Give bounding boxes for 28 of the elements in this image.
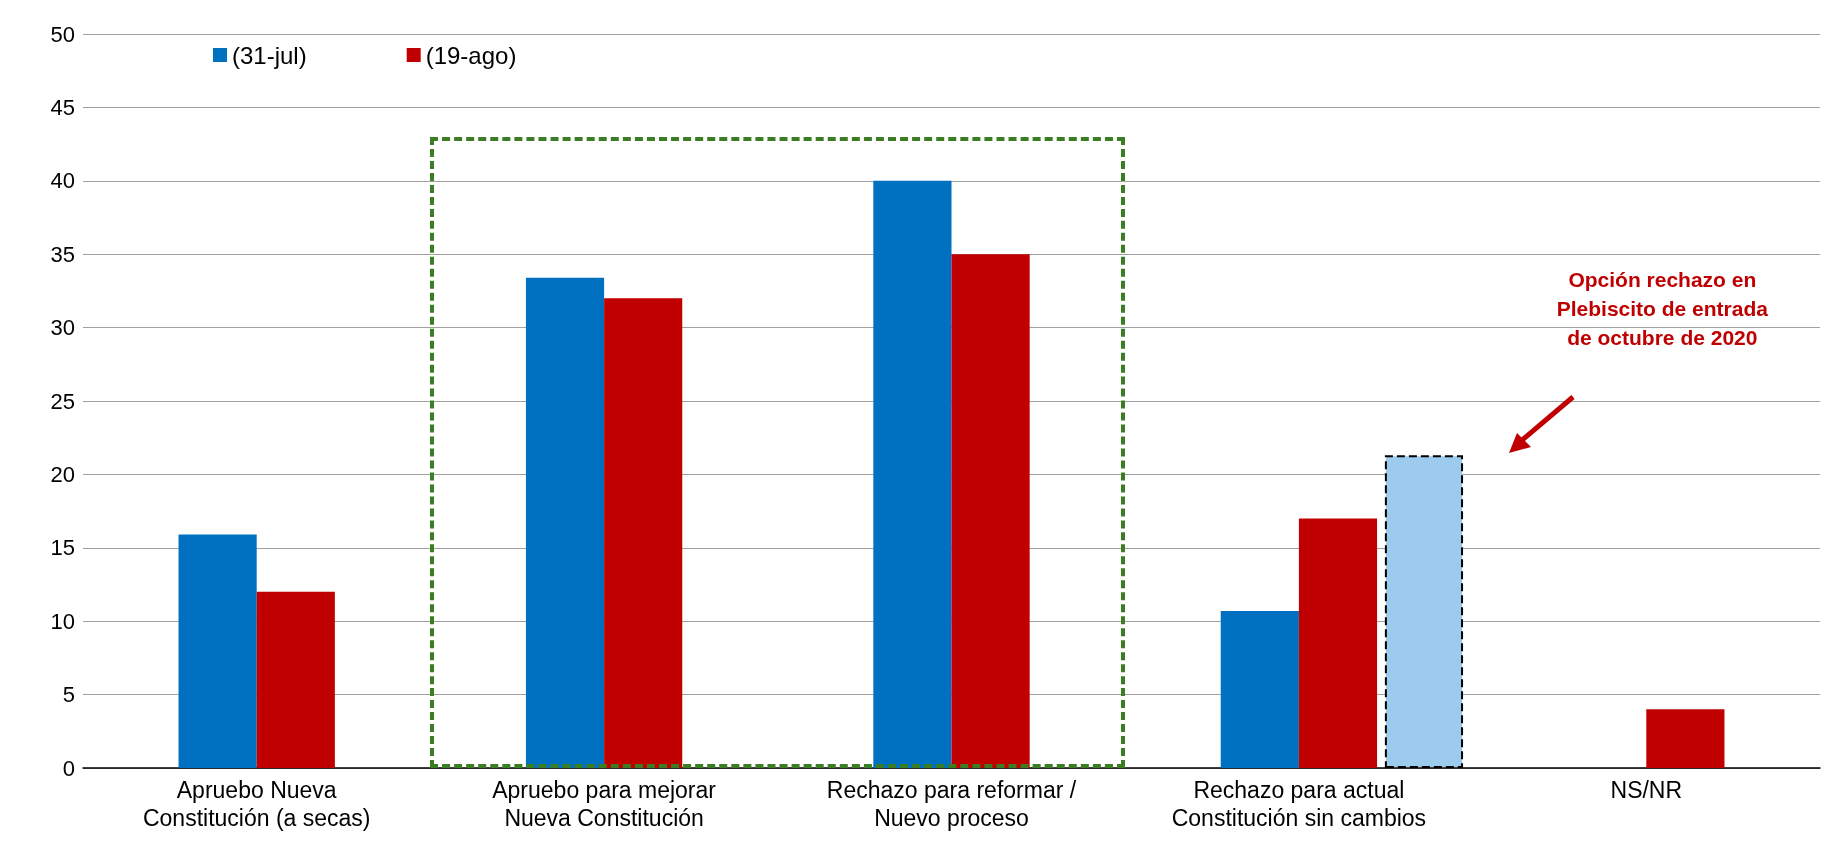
y-tick-label: 30 [50,315,75,341]
bar [1646,709,1725,768]
y-tick-label: 0 [62,755,75,781]
x-tick-label: Rechazo para reformar / Nuevo proceso [826,777,1077,831]
bar [951,254,1030,768]
y-tick-label: 35 [50,241,75,267]
y-tick-label: 40 [50,168,75,194]
bar [178,534,257,768]
y-tick-label: 20 [50,461,75,487]
bar [525,277,605,768]
legend-label: (31-jul) [232,41,307,69]
x-tick-label: Apruebo Nueva Constitución (a secas) [142,777,371,831]
y-tick-label: 10 [50,608,75,634]
y-tick-label: 45 [50,94,75,120]
bar [604,298,683,768]
x-tick-label: Apruebo para mejorar Nueva Constitución [492,777,717,831]
y-tick-label: 25 [50,388,75,414]
annotation: Opción rechazo en Plebiscito de entrada de octubre de 2020 [1555,267,1769,352]
bar [1298,518,1378,768]
y-tick-label: 15 [50,535,75,561]
x-tick-label: Rechazo para actual Constitución sin cambios [1171,777,1427,831]
y-tick-label: 5 [62,682,75,708]
legend-label: (19-ago) [425,41,517,69]
bar [873,180,952,768]
x-tick-label: NS/NR [1610,777,1683,803]
bar [256,591,335,768]
bar [1220,610,1299,768]
y-tick-label: 50 [50,21,75,47]
